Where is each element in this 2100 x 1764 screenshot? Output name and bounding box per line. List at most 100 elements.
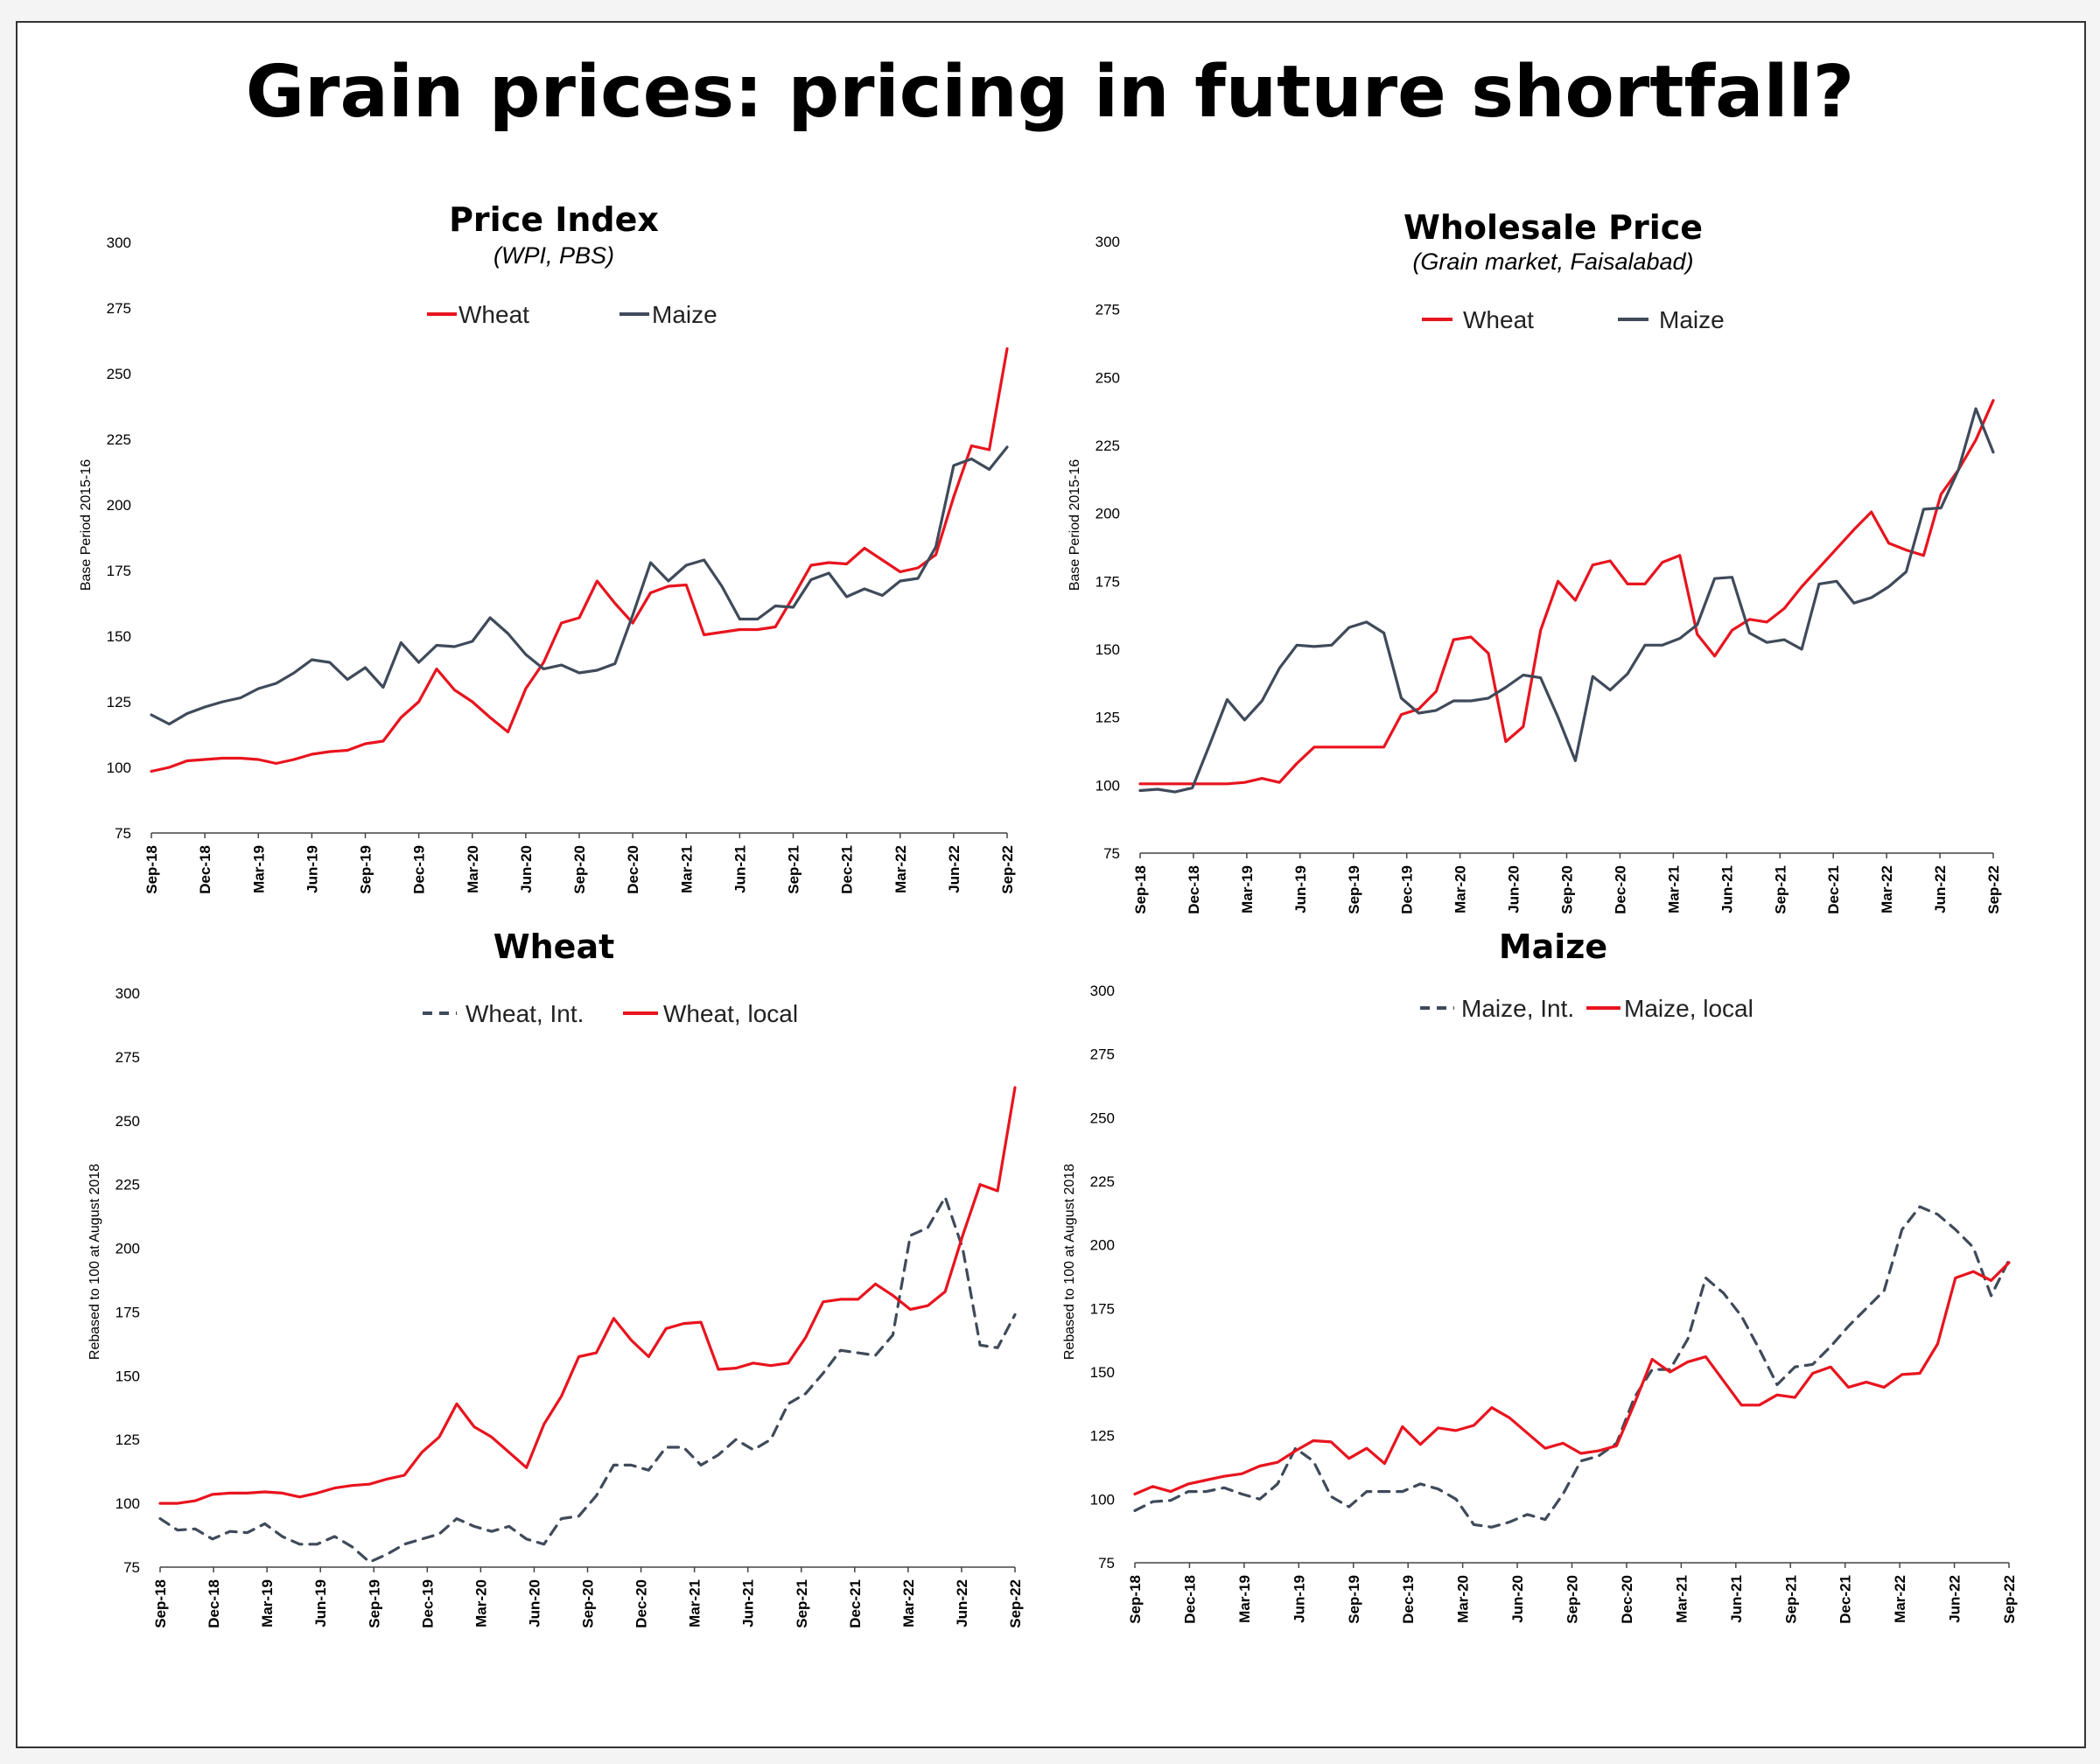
x-tick-label: Sep-20 xyxy=(580,1579,597,1628)
x-tick-label: Mar-22 xyxy=(900,1579,917,1628)
x-tick-label: Mar-22 xyxy=(892,845,909,893)
x-tick-label: Sep-18 xyxy=(1127,1575,1144,1624)
y-tick-label: 150 xyxy=(1090,1364,1115,1381)
y-tick-label: 250 xyxy=(1096,369,1120,386)
series-line-maize xyxy=(150,445,1009,726)
panel-title: Wholesale Price xyxy=(1404,208,1703,247)
y-tick-label: 175 xyxy=(1096,573,1120,590)
series-line-wheat-int xyxy=(158,1195,1017,1564)
x-tick-label: Jun-22 xyxy=(1947,1575,1964,1623)
y-tick-label: 175 xyxy=(116,1304,140,1320)
x-tick-label: Mar-21 xyxy=(1665,865,1682,914)
x-tick-label: Dec-21 xyxy=(1838,1575,1854,1624)
series-line-wheat xyxy=(1138,399,1995,786)
x-tick-label: Sep-20 xyxy=(1564,1575,1581,1624)
y-tick-label: 75 xyxy=(1098,1555,1115,1572)
legend-label-maize-local: Maize, local xyxy=(1624,995,1754,1022)
x-tick-label: Mar-21 xyxy=(678,845,695,893)
x-tick-label: Dec-20 xyxy=(1612,865,1628,914)
x-tick-label: Dec-21 xyxy=(839,845,856,894)
x-tick-label: Dec-19 xyxy=(1400,1575,1417,1624)
legend-label-maize: Maize xyxy=(1659,306,1725,333)
x-tick-label: Mar-21 xyxy=(1673,1575,1690,1623)
x-tick-label: Jun-20 xyxy=(1509,1575,1526,1623)
x-tick-label: Sep-21 xyxy=(786,845,802,894)
x-tick-label: Dec-20 xyxy=(634,1579,650,1628)
x-tick-label: Mar-22 xyxy=(1892,1575,1908,1623)
y-tick-label: 150 xyxy=(1096,641,1120,658)
x-tick-label: Sep-22 xyxy=(1985,865,2002,914)
y-tick-label: 125 xyxy=(1090,1428,1115,1445)
x-tick-label: Mar-20 xyxy=(465,845,481,893)
y-tick-label: 275 xyxy=(1090,1046,1115,1063)
y-tick-label: 125 xyxy=(116,1432,140,1448)
legend-label-wheat-int: Wheat, Int. xyxy=(466,1000,584,1027)
x-tick-label: Sep-18 xyxy=(152,1579,169,1628)
y-tick-label: 150 xyxy=(107,628,131,645)
y-tick-label: 200 xyxy=(107,497,131,514)
x-tick-label: Sep-19 xyxy=(1346,1575,1362,1624)
y-tick-label: 300 xyxy=(116,985,140,1002)
y-tick-label: 250 xyxy=(107,366,131,382)
y-tick-label: 250 xyxy=(116,1113,140,1130)
y-tick-label: 75 xyxy=(1103,845,1120,862)
panel-price-index: Price Index (WPI, PBS) Wheat Maize Base … xyxy=(79,200,1016,894)
y-axis-label: Rebased to 100 at August 2018 xyxy=(88,1164,102,1360)
main-title: Grain prices: pricing in future shortfal… xyxy=(245,51,1855,134)
panel-subtitle: (WPI, PBS) xyxy=(494,242,614,269)
y-tick-label: 150 xyxy=(116,1368,140,1384)
panel-subtitle: (Grain market, Faisalabad) xyxy=(1412,248,1693,275)
x-tick-label: Jun-21 xyxy=(1728,1575,1745,1623)
x-tick-label: Sep-21 xyxy=(1782,1575,1799,1624)
y-tick-label: 100 xyxy=(107,760,131,776)
x-tick-label: Jun-21 xyxy=(740,1579,757,1628)
x-tick-label: Jun-21 xyxy=(732,845,748,893)
y-tick-label: 100 xyxy=(1090,1491,1115,1508)
y-tick-label: 250 xyxy=(1090,1110,1115,1126)
y-axis-label: Base Period 2015-16 xyxy=(79,459,94,591)
x-tick-label: Mar-20 xyxy=(472,1579,489,1628)
x-tick-label: Jun-20 xyxy=(518,845,535,893)
legend-label-wheat: Wheat xyxy=(1463,306,1534,333)
panel-wholesale-price: Wholesale Price (Grain market, Faisalaba… xyxy=(1068,208,2002,914)
y-tick-label: 275 xyxy=(1096,302,1120,318)
series-line-maize-local xyxy=(1133,1261,2011,1496)
y-tick-label: 125 xyxy=(1096,710,1120,726)
x-tick-label: Dec-18 xyxy=(1181,1575,1198,1624)
x-tick-label: Jun-22 xyxy=(1932,865,1949,914)
x-tick-label: Dec-19 xyxy=(411,845,428,894)
y-tick-label: 75 xyxy=(123,1559,140,1576)
x-tick-label: Dec-20 xyxy=(1619,1575,1635,1624)
legend-label-maize: Maize xyxy=(652,301,718,328)
y-tick-label: 175 xyxy=(1090,1300,1115,1317)
y-tick-label: 75 xyxy=(115,825,131,842)
series-line-maize xyxy=(1138,407,1995,794)
x-tick-label: Sep-22 xyxy=(1007,1579,1024,1628)
legend-label-maize-int: Maize, Int. xyxy=(1461,995,1574,1022)
y-tick-label: 175 xyxy=(107,563,131,579)
y-tick-label: 200 xyxy=(1096,506,1120,522)
y-tick-label: 100 xyxy=(116,1495,140,1512)
x-tick-label: Sep-20 xyxy=(571,845,588,894)
x-tick-label: Jun-22 xyxy=(946,845,962,893)
panel-title: Maize xyxy=(1499,928,1607,966)
x-tick-label: Mar-19 xyxy=(259,1579,276,1628)
y-axis-label: Rebased to 100 at August 2018 xyxy=(1062,1164,1077,1360)
x-tick-label: Mar-19 xyxy=(1239,865,1256,914)
x-tick-label: Sep-19 xyxy=(366,1579,382,1628)
x-tick-label: Dec-18 xyxy=(197,845,214,894)
panel-title: Wheat xyxy=(494,928,615,966)
x-tick-label: Mar-22 xyxy=(1879,865,1895,914)
y-tick-label: 275 xyxy=(107,300,131,317)
y-tick-label: 200 xyxy=(1090,1237,1115,1254)
x-tick-label: Dec-20 xyxy=(625,845,641,894)
x-tick-label: Sep-21 xyxy=(1772,865,1788,914)
x-tick-label: Sep-21 xyxy=(794,1579,810,1628)
legend-label-wheat: Wheat xyxy=(458,301,529,328)
x-tick-label: Dec-21 xyxy=(847,1579,864,1628)
x-tick-label: Jun-22 xyxy=(954,1579,970,1628)
x-tick-label: Sep-19 xyxy=(358,845,374,894)
chart-frame xyxy=(16,21,2086,1748)
x-tick-label: Dec-19 xyxy=(419,1579,436,1628)
y-tick-label: 200 xyxy=(116,1241,140,1257)
